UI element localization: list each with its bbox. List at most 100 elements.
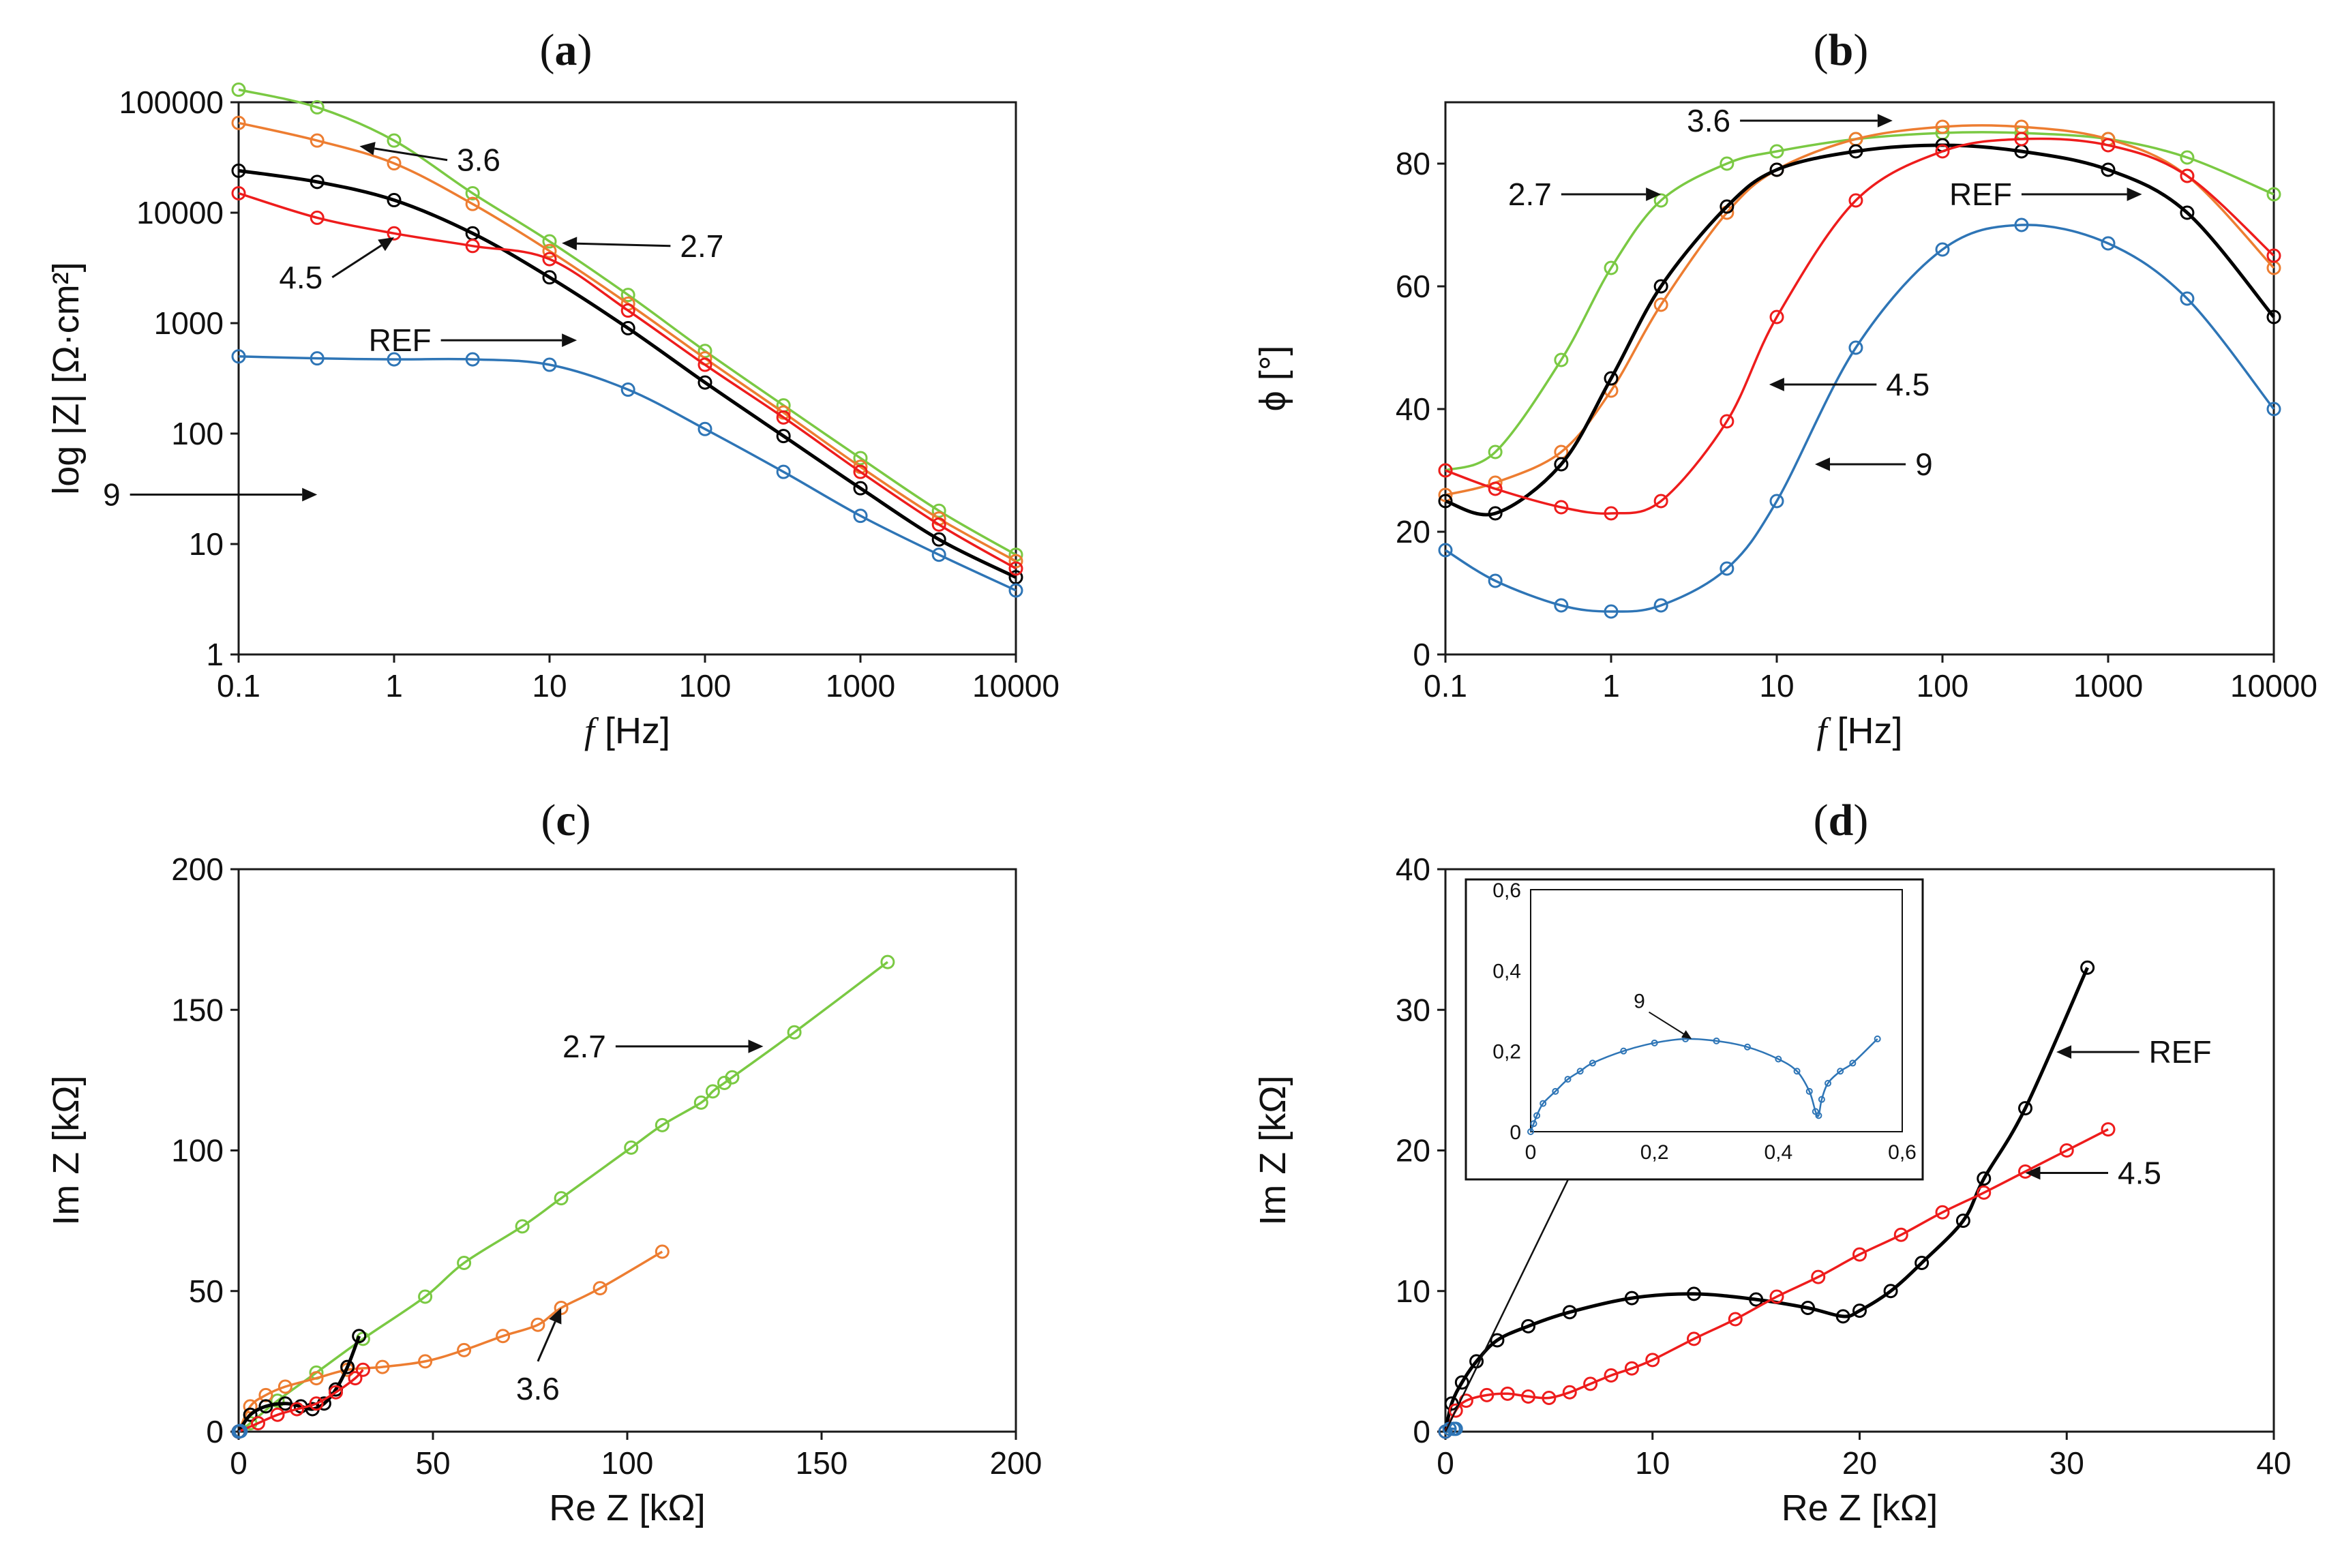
series-line-9 — [238, 1430, 241, 1433]
inset-data-point-9 — [1651, 1039, 1658, 1046]
data-point-4.5 — [1687, 1331, 1701, 1346]
data-point-4.5 — [1500, 1386, 1515, 1401]
data-point-REF — [1977, 1171, 1992, 1186]
x-tick-label: 1000 — [2073, 668, 2143, 704]
data-point-4.5 — [1562, 1385, 1577, 1400]
inset-data-point-9 — [1564, 1076, 1572, 1083]
data-point-2.7 — [1720, 156, 1735, 171]
data-point-REF — [2180, 205, 2195, 220]
y-tick-label: 80 — [1396, 146, 1430, 181]
annotation-label-2.7: 2.7 — [680, 228, 723, 264]
y-tick-label: 1000 — [154, 305, 224, 341]
data-point-4.5 — [1811, 1269, 1826, 1284]
data-point-4.5 — [1008, 561, 1023, 576]
series-4.5 — [1438, 132, 2281, 521]
data-point-3.6 — [277, 1379, 292, 1394]
data-point-2.7 — [620, 288, 635, 303]
data-point-2.7 — [853, 451, 868, 466]
inset-x-tick-label: 0 — [1525, 1141, 1537, 1164]
data-point-2.7 — [387, 133, 402, 148]
data-point-4.5 — [231, 185, 246, 200]
series-line-REF — [238, 168, 1017, 579]
data-point-3.6 — [457, 1342, 472, 1357]
x-tick-label: 150 — [796, 1445, 848, 1481]
inset-data-point-9 — [1837, 1068, 1844, 1075]
series-line-2.7 — [1445, 131, 2275, 472]
inset-x-tick-label: 0,6 — [1888, 1141, 1917, 1164]
data-point-REF — [542, 270, 557, 285]
inset-annotation-arrow-9-head — [1681, 1030, 1692, 1039]
x-tick-label: 100 — [679, 668, 732, 704]
y-tick-label: 100 — [171, 1133, 224, 1169]
x-tick-label: 100 — [1917, 668, 1969, 704]
inset-data-point-9 — [1552, 1087, 1559, 1095]
x-tick-label: 10 — [1635, 1445, 1670, 1481]
data-point-4.5 — [1852, 1247, 1867, 1262]
data-point-4.5 — [697, 357, 712, 372]
annotation-arrow-3.6-head — [1877, 114, 1893, 127]
series-line-9 — [238, 355, 1017, 592]
panel-d: (d) 0 10 20 30 40 0 10 20 30 40 Re Z [kΩ] Im Z [kΩ] R… — [1252, 796, 2292, 1528]
y-axis-label: Im Z [kΩ] — [46, 1075, 87, 1225]
inset-y-tick-label: 0 — [1510, 1121, 1521, 1144]
data-point-4.5 — [2059, 1143, 2074, 1158]
panel-title: (b) — [1814, 25, 1869, 75]
series-9 — [231, 349, 1023, 598]
data-point-REF — [1687, 1286, 1701, 1301]
series-line-9 — [1445, 224, 2275, 613]
data-point-REF — [697, 375, 712, 390]
y-tick-label: 1 — [206, 637, 224, 672]
data-point-REF — [1438, 494, 1453, 509]
data-point-2.7 — [457, 1256, 472, 1270]
series-line-4.5 — [1445, 137, 2275, 515]
inset-data-point-9 — [1530, 1120, 1537, 1128]
plot-frame — [1444, 868, 2275, 1433]
data-point-9 — [2180, 291, 2195, 306]
data-point-9 — [233, 1423, 248, 1438]
x-tick-label: 10 — [1759, 668, 1794, 704]
inset-data-point-9 — [1540, 1100, 1547, 1107]
data-point-9 — [231, 349, 246, 364]
inset-data-point-9 — [1743, 1043, 1751, 1051]
data-point-4.5 — [309, 1396, 324, 1411]
plot-frame — [237, 868, 1017, 1433]
data-point-3.6 — [1935, 119, 1950, 134]
series-REF — [231, 1329, 367, 1439]
annotation-label-REF: REF — [2149, 1034, 2212, 1070]
data-point-2.7 — [542, 234, 557, 249]
data-point-3.6 — [592, 1281, 607, 1296]
data-point-3.6 — [542, 243, 557, 258]
data-point-REF — [2101, 162, 2116, 177]
annotation-arrow-4.5-head — [378, 237, 394, 252]
annotation-label-3.6: 3.6 — [1687, 103, 1730, 138]
data-point-REF — [1490, 1333, 1505, 1348]
inset-data-point-9 — [1815, 1112, 1822, 1119]
data-point-REF — [1562, 1305, 1577, 1320]
panel-title: (a) — [540, 25, 592, 75]
data-point-4.5 — [1488, 481, 1503, 496]
data-point-4.5 — [1977, 1185, 1992, 1200]
data-point-4.5 — [1848, 193, 1863, 208]
data-point-2.7 — [515, 1219, 530, 1234]
data-point-REF — [1852, 1303, 1867, 1318]
data-point-9 — [1604, 604, 1619, 619]
data-point-2.7 — [465, 185, 480, 200]
inset-data-point-9 — [1533, 1112, 1541, 1119]
inset-data-point-9 — [1527, 1128, 1534, 1135]
data-point-9 — [387, 352, 402, 367]
panel-b: (b) 0.1 1 10 100 1000 10000 0 20 40 60 80 f [Hz] ϕ [°… — [1252, 25, 2317, 751]
annotation-arrow-3.6-line — [537, 1321, 556, 1362]
data-point-4.5 — [2014, 132, 2029, 147]
annotation-label-3.6: 3.6 — [457, 142, 500, 178]
inset-x-tick-label: 0,4 — [1764, 1141, 1792, 1164]
annotation-arrow-2.7-head — [562, 237, 577, 251]
data-point-3.6 — [310, 133, 325, 148]
series-4.5 — [231, 185, 1023, 576]
data-point-2.7 — [1554, 352, 1569, 367]
data-point-9 — [931, 547, 946, 562]
data-point-9 — [465, 352, 480, 367]
inset-frame — [1530, 889, 1903, 1132]
annotation-label-9: 9 — [1915, 447, 1933, 482]
inset-data-point-9 — [1576, 1068, 1584, 1075]
data-point-4.5 — [620, 303, 635, 318]
